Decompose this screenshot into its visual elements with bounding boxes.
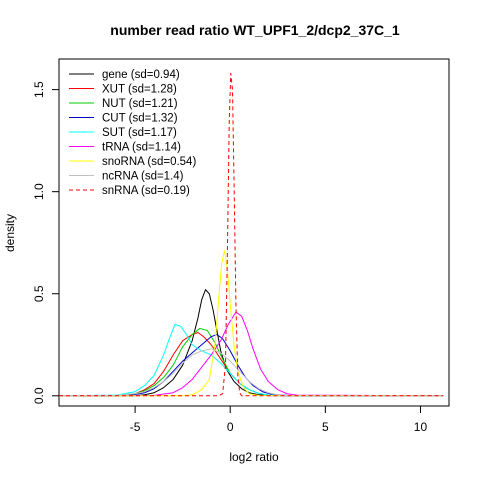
series-line-7 bbox=[58, 348, 444, 397]
y-axis: 0.0 0.5 1.0 1.5 bbox=[32, 81, 60, 404]
series-line-6 bbox=[59, 250, 444, 397]
x-tick-label-0: -5 bbox=[130, 420, 141, 434]
x-tick-label-1: 0 bbox=[227, 420, 234, 434]
legend-label-3: CUT (sd=1.32) bbox=[102, 113, 178, 125]
series-line-8 bbox=[59, 72, 444, 397]
legend-label-7: ncRNA (sd=1.4) bbox=[102, 171, 184, 183]
legend-label-4: SUT (sd=1.17) bbox=[102, 127, 177, 139]
y-tick-label-0: 0.0 bbox=[32, 387, 46, 404]
series-line-4 bbox=[58, 323, 444, 397]
x-tick-label-3: 10 bbox=[414, 420, 428, 434]
y-tick-label-3: 1.5 bbox=[32, 81, 46, 98]
x-axis: -5 0 5 10 bbox=[130, 405, 428, 434]
y-tick-label-1: 0.5 bbox=[32, 285, 46, 302]
x-tick-label-2: 5 bbox=[322, 420, 329, 434]
legend-label-5: tRNA (sd=1.14) bbox=[102, 142, 181, 154]
legend-label-1: XUT (sd=1.28) bbox=[102, 84, 177, 96]
legend-label-0: gene (sd=0.94) bbox=[102, 69, 180, 81]
legend-label-2: NUT (sd=1.21) bbox=[102, 98, 178, 110]
series-line-3 bbox=[58, 334, 444, 397]
y-axis-label: density bbox=[3, 214, 17, 252]
series-line-0 bbox=[59, 289, 444, 397]
chart-title: number read ratio WT_UPF1_2/dcp2_37C_1 bbox=[110, 22, 400, 38]
legend: gene (sd=0.94) XUT (sd=1.28) NUT (sd=1.21)… bbox=[69, 69, 196, 197]
legend-label-8: snRNA (sd=0.19) bbox=[102, 185, 190, 197]
series-layer bbox=[58, 72, 444, 397]
legend-label-6: snoRNA (sd=0.54) bbox=[102, 156, 196, 168]
y-tick-label-2: 1.0 bbox=[32, 183, 46, 200]
x-axis-label: log2 ratio bbox=[229, 450, 279, 464]
